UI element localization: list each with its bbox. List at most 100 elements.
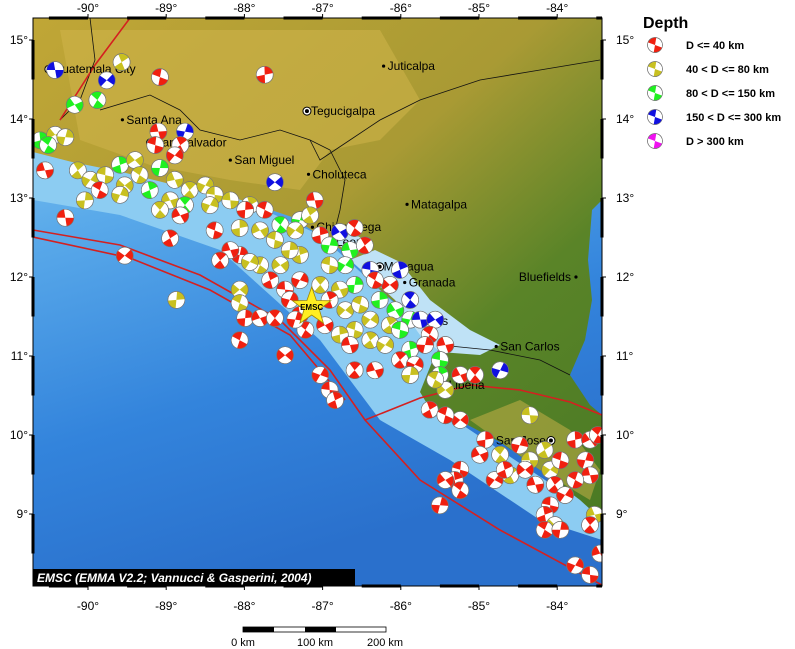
focal-mechanism[interactable] [198,194,221,217]
focal-mechanism[interactable] [328,220,351,243]
focal-mechanism[interactable] [378,273,402,297]
focal-mechanism[interactable] [66,159,89,182]
focal-mechanism[interactable] [113,244,137,268]
focal-mechanism[interactable] [494,459,515,480]
focal-mechanism[interactable] [228,329,251,352]
focal-mechanism[interactable] [263,306,287,330]
focal-mechanism[interactable] [110,51,132,73]
focal-mechanism[interactable] [533,518,557,542]
focal-mechanism[interactable] [236,201,254,219]
focal-mechanism[interactable] [340,241,359,260]
focal-mechanism[interactable] [341,336,360,355]
focal-mechanism[interactable] [549,449,571,471]
focal-mechanism[interactable] [35,161,54,180]
focal-mechanism[interactable] [228,278,252,302]
focal-mechanism[interactable] [128,163,152,187]
focal-mechanism[interactable] [400,365,419,384]
focal-mechanism[interactable] [463,363,487,387]
focal-mechanism[interactable] [526,475,545,494]
focal-mechanism[interactable] [575,450,596,471]
focal-mechanism[interactable] [150,158,170,178]
focal-mechanism[interactable] [36,133,60,157]
focal-mechanism[interactable] [353,234,376,257]
focal-mechanism[interactable] [564,554,587,577]
focal-mechanism[interactable] [434,404,456,426]
focal-mechanism[interactable] [167,291,186,309]
focal-mechanism[interactable] [419,399,441,421]
focal-mechanism[interactable] [56,208,75,227]
focal-mechanism[interactable] [384,299,406,321]
focal-mechanism[interactable] [345,275,364,294]
focal-mechanism[interactable] [55,127,76,148]
focal-mechanism[interactable] [288,269,311,292]
focal-mechanism[interactable] [109,184,131,206]
focal-mechanism[interactable] [448,408,472,432]
focal-mechanism[interactable] [308,273,332,297]
focal-mechanism[interactable] [489,359,512,382]
focal-mechanism[interactable] [280,241,299,260]
focal-mechanism[interactable] [388,348,412,372]
focal-mechanism[interactable] [273,343,297,367]
focal-mechanism[interactable] [319,235,340,256]
focal-mechanism[interactable] [390,260,410,280]
focal-mechanism[interactable] [390,320,411,341]
focal-mechanism[interactable] [88,178,111,201]
focal-mechanism[interactable] [249,219,271,241]
focal-mechanism[interactable] [521,406,539,425]
focal-mechanism[interactable] [208,249,232,273]
focal-mechanism[interactable] [333,253,357,277]
focal-mechanism[interactable] [238,250,262,274]
focal-mechanism[interactable] [564,468,587,491]
focal-mechanism[interactable] [149,122,168,141]
focal-mechanism[interactable] [349,294,371,316]
focal-mechanism[interactable] [145,134,166,155]
focal-mechanism[interactable] [260,270,281,291]
focal-mechanism[interactable] [373,333,397,357]
focal-mechanism[interactable] [423,368,446,391]
focal-mechanism[interactable] [139,180,160,201]
focal-mechanism[interactable] [553,483,577,507]
focal-mechanism[interactable] [63,93,86,116]
focal-mechanism[interactable] [370,291,389,309]
focal-mechanism[interactable] [580,565,599,584]
focal-mechanism[interactable] [550,520,570,540]
focal-mechanism[interactable] [46,61,64,79]
focal-mechanism[interactable] [533,439,555,461]
focal-mechanism[interactable] [434,468,457,491]
focal-mechanism[interactable] [204,219,226,241]
focal-mechanism[interactable] [299,204,322,227]
focal-mechanism[interactable] [469,444,491,466]
focal-mechanism[interactable] [448,478,472,502]
focal-mechanism[interactable] [344,319,366,341]
focal-mechanism[interactable] [325,390,346,411]
focal-mechanism[interactable] [578,513,602,537]
focal-mechanism[interactable] [123,148,147,172]
focal-mechanism[interactable] [85,88,109,112]
focal-mechanism[interactable] [165,170,185,190]
focal-mechanism[interactable] [436,335,456,355]
epicenter-marker[interactable]: EMSC [291,285,332,325]
focal-mechanism[interactable] [159,227,181,249]
focal-mechanism[interactable] [95,68,119,92]
focal-mechanism[interactable] [430,495,451,516]
focal-mechanism[interactable] [253,198,276,221]
focal-mechanism[interactable] [358,308,382,332]
focal-mechanism[interactable] [424,308,447,331]
focal-mechanism[interactable] [305,191,324,210]
focal-mechanism[interactable] [95,165,115,185]
focal-mechanism[interactable] [513,458,537,482]
focal-mechanism[interactable] [333,298,357,322]
focal-mechanism[interactable] [75,191,94,210]
focal-mechanism[interactable] [148,198,172,222]
focal-mechanism[interactable] [220,240,240,260]
focal-mechanism[interactable] [149,66,171,88]
focal-mechanism[interactable] [343,216,367,240]
focal-mechanism[interactable] [509,434,531,456]
focal-mechanism[interactable] [363,268,386,291]
focal-mechanism[interactable] [359,329,382,352]
focal-mechanism[interactable] [268,213,292,237]
focal-mechanism[interactable] [365,360,386,381]
focal-mechanism[interactable] [398,288,422,312]
focal-mechanism[interactable] [269,253,292,276]
focal-mechanism[interactable] [255,65,274,84]
